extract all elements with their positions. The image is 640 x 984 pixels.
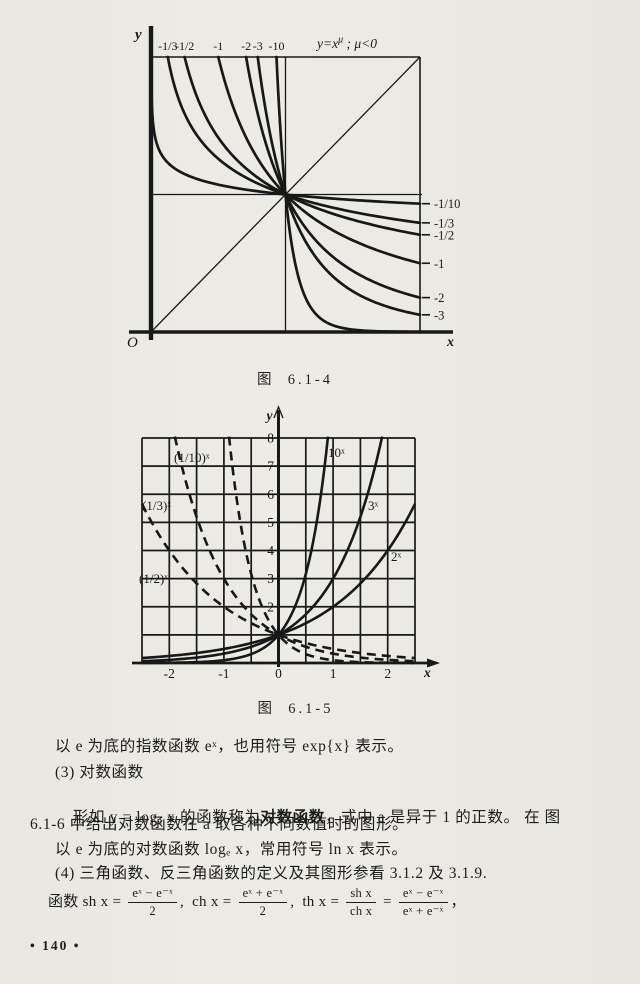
log-definition-b: ，式中 a 是异于 1 的正数。 在 图: [324, 809, 561, 827]
fraction-denominator: 2: [149, 904, 156, 918]
exp-curve-3ˣ: [141, 436, 384, 663]
x-tick-label: -1: [218, 666, 229, 681]
fraction-denominator: 2: [259, 904, 267, 918]
right-exit-label: -1/3: [434, 216, 454, 230]
exponential-function-figure: (1/10)ˣ (1/3)ˣ (1/2)ˣ 10ˣ 3ˣ 2ˣ -2 -1 0 1 2 2 3 4 5 6…: [132, 405, 440, 681]
top-exit-label: -3: [253, 39, 263, 53]
x-axis-arrow: [427, 658, 440, 668]
x-axis-label: x: [446, 335, 454, 350]
formula-sep-ch: , ch x =: [179, 894, 236, 911]
fraction-sh: eˣ − e⁻ˣ 2: [128, 886, 177, 919]
exp-curve-(1/2)ˣ: [140, 503, 416, 660]
log-definition-line: 形如 y = logₐ x 的函数称为对数函数，式中 a 是异于 1 的正数。 …: [55, 789, 561, 847]
y-tick-label: 2: [267, 599, 274, 614]
fraction-numerator: sh x: [346, 886, 377, 903]
log-definition-line-2: 6.1-6 中给出对数函数在 a 取各种不同数值时的图形。: [30, 816, 409, 833]
x-tick-label: 2: [384, 666, 391, 681]
curve-label: (1/3)ˣ: [142, 498, 171, 513]
power-curve-mu--3: [256, 55, 422, 317]
top-exit-label: -1/2: [175, 39, 194, 53]
y-tick-label: 7: [267, 459, 274, 474]
fraction-denominator: ch x: [349, 904, 373, 918]
right-exit-label: -1/2: [434, 228, 454, 242]
right-exit-label: -1: [434, 257, 444, 271]
exp-notation-line: 以 e 为底的指数函数 eˣ，也用符号 exp{x} 表示。: [55, 738, 404, 755]
log-definition-bold-term: 对数函数: [260, 809, 325, 827]
power-function-figure: -1/3-1/2 -1 -2 -3 -10-1/10-1/3-1/2-1-2-3y=xμ…: [127, 26, 460, 351]
formula-prefix: 函数 sh x =: [48, 894, 126, 911]
y-tick-label: 3: [267, 571, 274, 586]
right-exit-label: -2: [434, 291, 444, 305]
trig-reference-line: (4) 三角函数、反三角函数的定义及其图形参看 3.1.2 及 3.1.9.: [55, 865, 488, 882]
right-exit-label: -3: [434, 308, 444, 322]
curve-label: 2ˣ: [391, 549, 402, 564]
curve-label: (1/2)ˣ: [139, 571, 168, 586]
top-exit-label: -1/3: [158, 39, 177, 53]
fraction-numerator: eˣ + e⁻ˣ: [238, 886, 288, 903]
page-number: • 140 •: [30, 938, 81, 953]
power-curve-mu--2: [244, 55, 422, 299]
curve-label: 3ˣ: [368, 498, 379, 513]
hyperbolic-formula: 函数 sh x = eˣ − e⁻ˣ 2 , ch x = eˣ + e⁻ˣ 2 ,…: [48, 886, 466, 919]
figure-title: y=xμ ; μ<0: [315, 35, 377, 52]
y-axis-label: y: [265, 408, 274, 423]
fraction-th: sh x ch x: [346, 886, 377, 919]
curve-label: 10ˣ: [328, 445, 345, 460]
fraction-ch: eˣ + e⁻ˣ 2: [238, 886, 288, 919]
formula-equals: =: [379, 894, 396, 911]
y-tick-label: 6: [267, 487, 274, 502]
formula-sep-th: , th x =: [290, 894, 344, 911]
figure-caption-6-1-4: 图 6.1-4: [257, 372, 333, 388]
right-exit-label: -1/10: [434, 197, 460, 211]
fraction-th-expanded: eˣ − e⁻ˣ eˣ + e⁻ˣ: [398, 886, 448, 919]
ln-notation-line: 以 e 为底的对数函数 logₑ x，常用符号 ln x 表示。: [55, 841, 408, 858]
y-tick-label: 4: [267, 543, 274, 558]
section-3-heading: (3) 对数函数: [55, 764, 144, 781]
curve-label: (1/10)ˣ: [174, 450, 210, 465]
y-axis-arrow: [273, 405, 284, 419]
fraction-denominator: eˣ + e⁻ˣ: [402, 904, 444, 918]
fraction-numerator: eˣ − e⁻ˣ: [128, 886, 177, 903]
formula-trailing-comma: ，: [450, 894, 466, 911]
x-axis-label: x: [423, 665, 431, 680]
power-curve-mu--0.5: [183, 55, 422, 237]
power-curve-mu--0.33333: [166, 55, 422, 225]
origin-label: O: [127, 335, 138, 351]
top-exit-label: -1: [213, 39, 223, 53]
x-tick-label: 1: [330, 666, 337, 681]
y-tick-label: 8: [267, 431, 274, 446]
top-exit-label: -2: [241, 39, 251, 53]
x-tick-label: -2: [164, 666, 175, 681]
y-tick-label: 5: [267, 515, 274, 530]
exp-curve-(1/3)ˣ: [173, 436, 416, 663]
y-axis-label: y: [133, 27, 142, 43]
log-definition-a: 形如 y = logₐ x 的函数称为: [72, 809, 261, 827]
top-exit-label: -10: [268, 39, 284, 53]
figure-caption-6-1-5: 图 6.1-5: [257, 701, 334, 717]
x-tick-label: 0: [275, 666, 282, 681]
fraction-numerator: eˣ − e⁻ˣ: [398, 886, 448, 903]
